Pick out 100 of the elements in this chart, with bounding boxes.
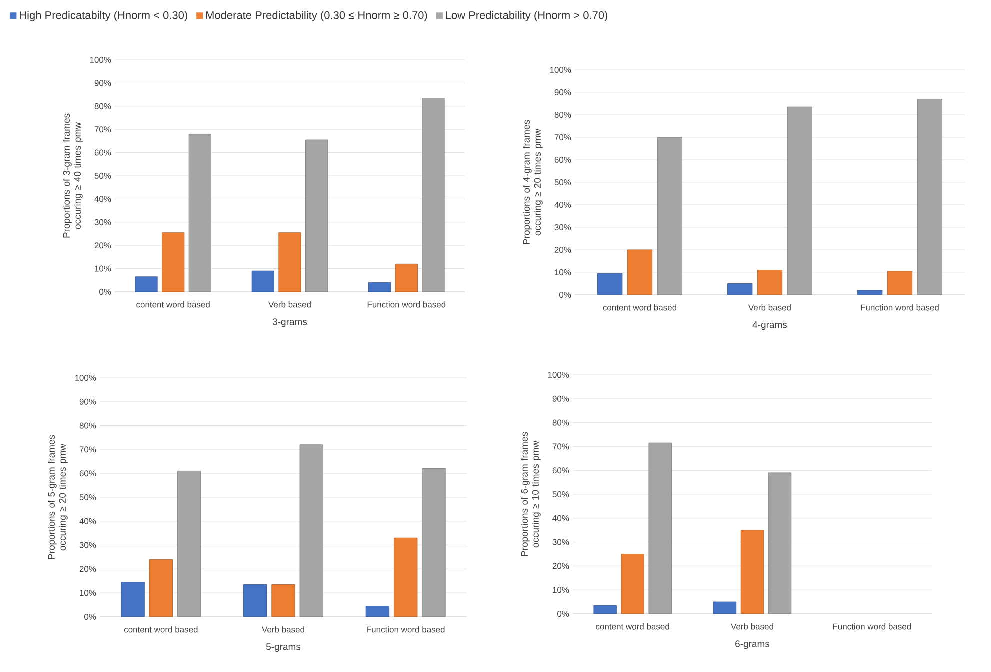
y-tick-label: 70% — [554, 134, 572, 140]
y-axis-title: Proportions of 3-gram frames occuring ≥ 40 times pmw — [63, 114, 83, 238]
y-tick-label: 50% — [80, 494, 96, 500]
x-axis-title: 3-grams — [272, 318, 308, 328]
y-tick-label: 20% — [94, 242, 112, 249]
bar — [713, 602, 737, 614]
bar — [858, 290, 883, 296]
bar — [306, 140, 328, 292]
x-tick-label: Function word based — [368, 302, 446, 308]
x-tick-label: Verb based — [262, 626, 304, 633]
y-tick-label: 90% — [552, 396, 570, 402]
y-tick-label: 90% — [554, 89, 572, 96]
y-tick-label: 70% — [94, 126, 112, 133]
y-tick-label: 50% — [554, 179, 572, 186]
x-tick-label: Function word based — [861, 304, 939, 311]
y-axis-title: Proportions of 6-gram frames occuring ≥ 10 times pmw — [521, 432, 541, 556]
x-tick-label: Verb based — [748, 304, 791, 311]
y-tick-label: 100% — [90, 56, 112, 63]
y-tick-label: 80% — [80, 422, 96, 429]
y-tick-label: 40% — [554, 202, 572, 208]
y-tick-label: 50% — [552, 491, 570, 498]
bar — [252, 270, 274, 292]
y-tick-label: 30% — [94, 219, 112, 226]
bar — [244, 584, 268, 618]
y-tick-label: 20% — [554, 246, 572, 253]
y-tick-label: 40% — [94, 196, 112, 202]
bar — [917, 99, 942, 296]
bar — [598, 273, 623, 296]
y-tick-label: 30% — [552, 539, 570, 546]
x-tick-label: content word based — [603, 304, 677, 311]
y-tick-label: 100% — [548, 372, 570, 378]
bar — [188, 134, 212, 292]
y-tick-label: 90% — [94, 80, 112, 86]
y-tick-label: 80% — [94, 103, 112, 110]
y-tick-label: 40% — [552, 515, 570, 522]
bar — [162, 232, 185, 292]
x-axis-title: 4-grams — [752, 322, 788, 330]
x-tick-label: Verb based — [268, 302, 311, 308]
x-tick-label: Function word based — [833, 624, 912, 630]
y-axis-title: Proportions of 4-gram frames occuring ≥ 20 times pmw — [523, 120, 543, 244]
y-tick-label: 0% — [84, 614, 96, 620]
y-tick-label: 60% — [80, 470, 96, 477]
y-tick-label: 10% — [555, 269, 572, 276]
bar — [757, 270, 783, 296]
bar — [887, 271, 913, 296]
bar — [121, 582, 145, 618]
bar — [366, 606, 390, 618]
y-tick-label: 10% — [553, 587, 570, 594]
y-tick-label: 10% — [80, 590, 96, 596]
x-axis-title: 5-grams — [266, 644, 301, 652]
y-tick-label: 50% — [94, 172, 112, 179]
bar — [627, 250, 653, 296]
bar — [368, 282, 392, 292]
x-tick-label: content word based — [124, 626, 198, 633]
bar — [278, 232, 302, 292]
y-tick-label: 70% — [552, 444, 570, 450]
bar — [135, 276, 158, 292]
legend-label: High Predicatabilty (Hnorm < 0.30) — [20, 11, 188, 22]
bar — [422, 468, 446, 618]
bar — [422, 98, 445, 292]
legend-label: Low Predictability (Hnorm > 0.70) — [446, 11, 608, 22]
bar — [272, 584, 296, 618]
bar — [300, 444, 324, 618]
y-tick-label: 70% — [80, 446, 96, 453]
y-tick-label: 100% — [75, 374, 96, 381]
bar — [648, 442, 672, 614]
bar — [768, 472, 792, 614]
bar — [621, 554, 644, 614]
bar — [395, 264, 418, 292]
y-tick-label: 30% — [80, 542, 96, 548]
bar — [728, 284, 753, 296]
bar — [594, 605, 617, 614]
y-tick-label: 0% — [558, 610, 570, 617]
y-tick-label: 100% — [550, 66, 572, 73]
y-axis-title: Proportions of 5-gram frames occuring ≥ 20 times pmw — [48, 435, 68, 560]
x-tick-label: Function word based — [367, 626, 445, 633]
y-tick-label: 30% — [554, 224, 572, 230]
bar — [394, 538, 418, 618]
y-tick-label: 80% — [554, 112, 572, 118]
bar — [740, 530, 764, 614]
y-tick-label: 0% — [560, 292, 572, 298]
y-tick-label: 0% — [100, 288, 112, 295]
bar — [787, 106, 812, 296]
y-tick-label: 80% — [552, 420, 570, 426]
x-axis-title: 6-grams — [736, 640, 770, 650]
bar — [177, 471, 202, 618]
y-tick-label: 60% — [94, 150, 112, 156]
x-tick-label: content word based — [136, 302, 210, 308]
y-tick-label: 40% — [80, 518, 96, 524]
bar — [149, 559, 173, 618]
y-tick-label: 90% — [80, 398, 96, 405]
y-tick-label: 10% — [95, 266, 112, 272]
bar — [657, 137, 682, 296]
y-tick-label: 20% — [552, 563, 570, 570]
y-tick-label: 20% — [80, 566, 96, 572]
y-tick-label: 60% — [552, 468, 570, 474]
y-tick-label: 60% — [554, 156, 572, 163]
legend-label: Moderate Predictability (0.30 ≤ Hnorm ≥ 0.70) — [206, 11, 428, 22]
x-tick-label: content word based — [596, 624, 670, 630]
x-tick-label: Verb based — [731, 624, 774, 630]
